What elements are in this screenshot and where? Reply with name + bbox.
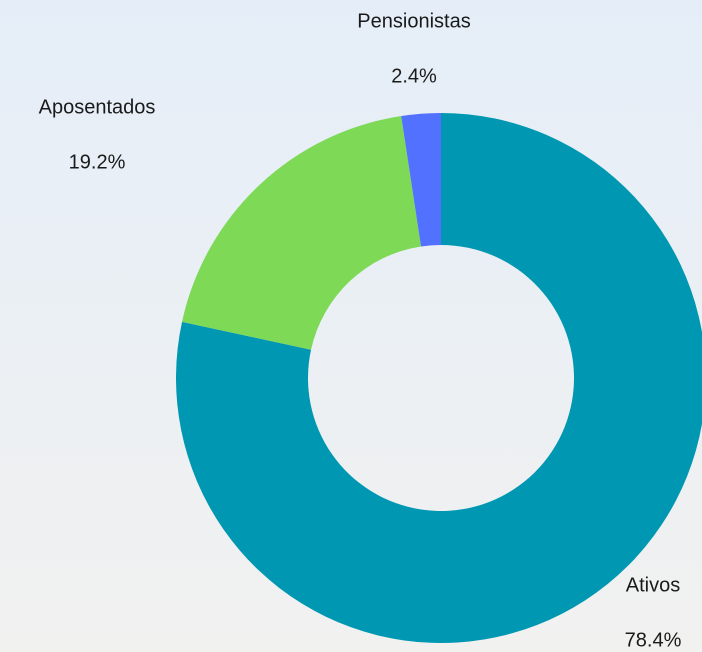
slice-label: Aposentados: [39, 96, 156, 118]
donut-slice: [182, 116, 422, 350]
slice-label: Ativos: [626, 574, 680, 596]
slice-label: Pensionistas: [357, 10, 470, 32]
donut-slice: [401, 113, 441, 247]
value-label: 78.4%: [625, 629, 682, 651]
donut-slice: [176, 113, 702, 643]
value-label: 19.2%: [69, 151, 126, 173]
value-label: 2.4%: [391, 65, 437, 87]
